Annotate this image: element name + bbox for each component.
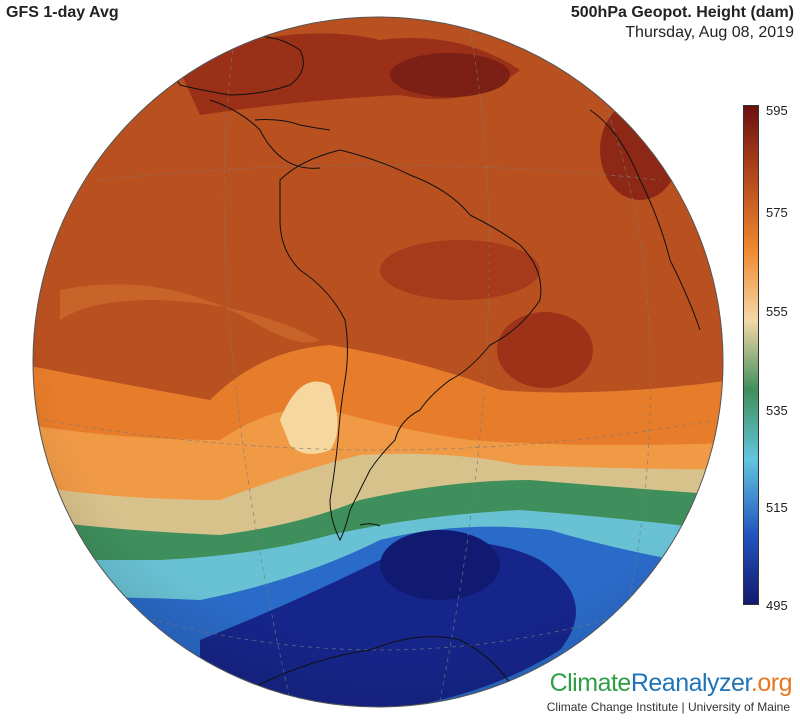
- colorbar: [743, 105, 759, 605]
- colorbar-label-555: 555: [766, 304, 788, 319]
- product-title: GFS 1-day Avg: [6, 4, 119, 21]
- logo-part-reanalyzer: Reanalyzer: [630, 669, 752, 697]
- variable-title: 500hPa Geopot. Height (dam): [570, 4, 794, 21]
- climate-reanalyzer-logo[interactable]: ClimateReanalyzer.org: [549, 669, 793, 698]
- colorbar-label-495: 495: [766, 598, 788, 613]
- colorbar-label-595: 595: [766, 103, 788, 118]
- logo-part-climate: Climate: [549, 669, 632, 697]
- footer-credit: Climate Change Institute | University of…: [546, 700, 790, 714]
- colorbar-label-535: 535: [766, 403, 788, 418]
- colorbar-label-575: 575: [766, 205, 788, 220]
- colorbar-label-515: 515: [766, 500, 788, 515]
- logo-part-org: .org: [750, 669, 793, 697]
- date-label: Thursday, Aug 08, 2019: [625, 24, 794, 41]
- globe-outline: [32, 16, 724, 708]
